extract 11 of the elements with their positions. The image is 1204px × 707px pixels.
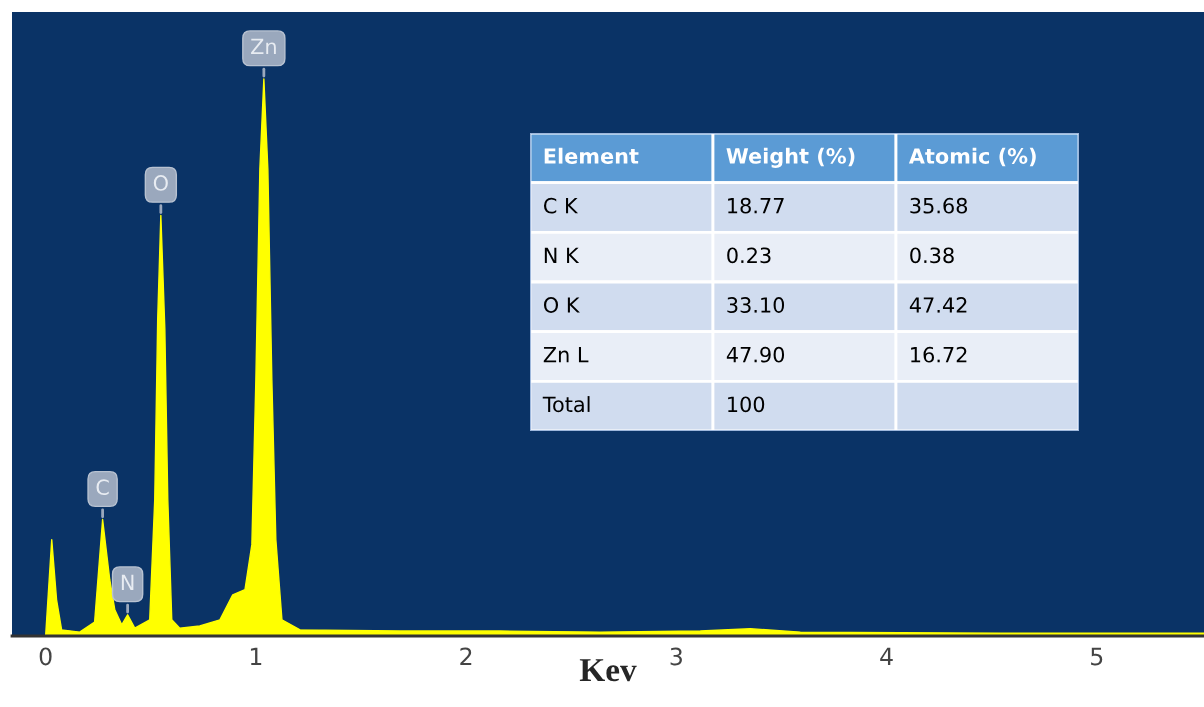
x-tick-label: 1	[250, 647, 262, 666]
x-tick-label: 2	[460, 647, 472, 666]
x-tick-label: 0	[39, 647, 52, 666]
x-axis-title: Kev	[579, 659, 637, 682]
annotation: N	[121, 574, 134, 591]
annotation: O	[153, 175, 168, 191]
annotation: Zn	[251, 38, 276, 55]
x-tick-label: 4	[880, 647, 893, 666]
x-tick-label: 5	[1091, 647, 1103, 666]
annotation: C	[96, 479, 109, 496]
x-tick-label: 3	[670, 647, 682, 666]
